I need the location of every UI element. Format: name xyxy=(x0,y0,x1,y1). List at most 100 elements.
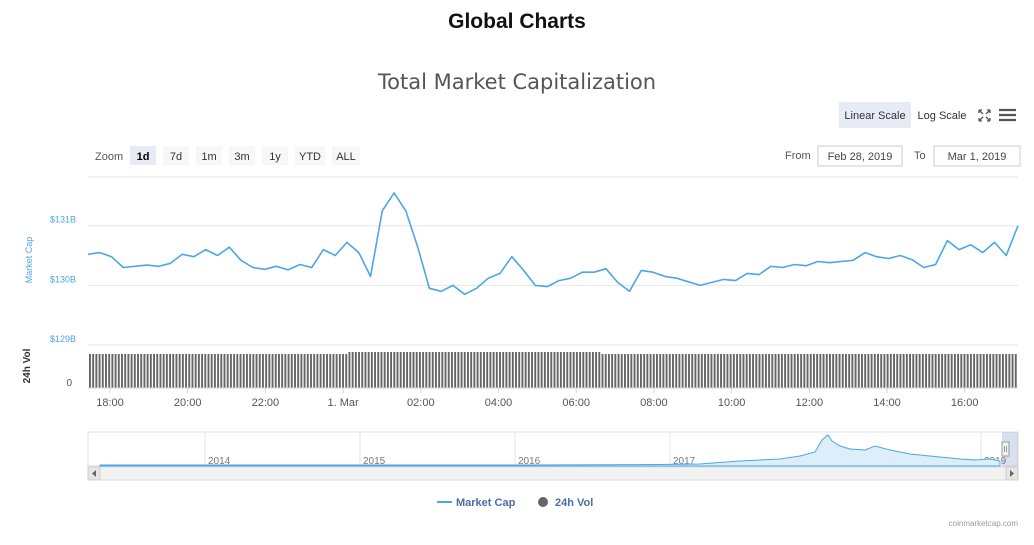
volume-bar xyxy=(902,354,905,388)
volume-bar xyxy=(915,354,918,388)
volume-bar xyxy=(723,354,726,388)
hamburger-menu-icon[interactable] xyxy=(999,108,1016,122)
volume-bar xyxy=(838,354,841,388)
volume-bar xyxy=(736,354,739,388)
volume-bar xyxy=(499,352,501,388)
x-tick-label: 10:00 xyxy=(718,397,746,409)
volume-bar xyxy=(607,354,610,388)
fullscreen-icon[interactable] xyxy=(978,109,991,122)
volume-bar xyxy=(319,354,322,388)
volume-bar xyxy=(598,352,601,388)
zoom-button-7d[interactable]: 7d xyxy=(163,146,189,165)
volume-bar xyxy=(572,352,575,388)
volume-bar xyxy=(752,354,755,388)
volume-bar xyxy=(111,354,114,388)
volume-bar xyxy=(886,354,889,388)
arrow-right-icon xyxy=(1010,470,1014,477)
volume-bar xyxy=(790,354,793,388)
zoom-button-all[interactable]: ALL xyxy=(332,146,360,165)
volume-bar xyxy=(354,352,357,388)
legend-market-cap[interactable]: Market Cap xyxy=(437,497,516,509)
volume-bar xyxy=(896,354,899,388)
volume-bar xyxy=(217,354,220,388)
volume-bar xyxy=(92,354,95,388)
navigator[interactable]: 201420152016201720182019 xyxy=(87,431,1019,467)
volume-bar xyxy=(796,354,799,388)
volume-bar xyxy=(688,354,690,388)
volume-bar xyxy=(98,354,101,388)
volume-bar xyxy=(105,354,107,388)
volume-bar xyxy=(793,354,796,388)
zoom-button-ytd[interactable]: YTD xyxy=(295,146,325,165)
volume-bar xyxy=(893,354,895,388)
navigator-selection[interactable] xyxy=(1002,432,1018,466)
volume-bar xyxy=(422,352,425,388)
volume-bar xyxy=(531,352,533,388)
legend-24h-vol[interactable]: 24h Vol xyxy=(538,497,593,509)
volume-bar xyxy=(691,354,694,388)
volume-bar xyxy=(329,354,332,388)
navigator-scrollbar[interactable] xyxy=(87,466,1019,481)
log-scale-button[interactable]: Log Scale xyxy=(913,102,971,128)
volume-bar xyxy=(966,354,969,388)
zoom-button-1m[interactable]: 1m xyxy=(196,146,222,165)
volume-bar xyxy=(351,352,354,388)
zoom-button-3m[interactable]: 3m xyxy=(229,146,255,165)
volume-bar xyxy=(925,354,928,388)
volume-bar xyxy=(1011,354,1014,388)
to-date-value: Mar 1, 2019 xyxy=(948,151,1007,163)
volume-bar xyxy=(121,354,123,388)
volume-bar xyxy=(716,354,719,388)
to-label: To xyxy=(914,150,926,162)
zoom-button-1y[interactable]: 1y xyxy=(262,146,288,165)
volume-bar xyxy=(467,352,469,388)
volume-axis-label: 24h Vol xyxy=(22,348,33,383)
volume-bar xyxy=(290,354,293,388)
volume-bar xyxy=(460,352,463,388)
navigator-handle[interactable] xyxy=(1001,441,1010,457)
volume-bar xyxy=(764,354,767,388)
volume-bar xyxy=(1001,354,1004,388)
navigator-series-area xyxy=(99,434,1001,467)
volume-bar xyxy=(380,352,383,388)
volume-bar xyxy=(524,352,527,388)
volume-bar xyxy=(947,354,950,388)
volume-bar xyxy=(659,354,662,388)
from-label: From xyxy=(785,150,811,162)
volume-bar xyxy=(332,354,335,388)
volume-bar xyxy=(412,352,415,388)
volume-bar xyxy=(505,352,508,388)
volume-bar xyxy=(261,354,264,388)
volume-bar xyxy=(495,352,498,388)
to-date-input[interactable]: Mar 1, 2019 xyxy=(933,145,1021,167)
volume-bar xyxy=(492,352,495,388)
volume-bar xyxy=(444,352,447,388)
zoom-button-label: YTD xyxy=(299,151,321,163)
zoom-button-1d[interactable]: 1d xyxy=(130,146,156,165)
volume-bar xyxy=(604,354,607,388)
volume-bar xyxy=(268,354,271,388)
volume-bar xyxy=(649,354,652,388)
volume-bar xyxy=(995,354,998,388)
market-cap-series-line xyxy=(87,192,1019,296)
volume-bar xyxy=(591,352,594,388)
zoom-button-label: 3m xyxy=(234,151,249,163)
linear-scale-button[interactable]: Linear Scale xyxy=(839,102,911,128)
volume-bar xyxy=(684,354,687,388)
volume-bar xyxy=(905,354,908,388)
volume-bar xyxy=(137,354,139,388)
volume-bar xyxy=(316,354,319,388)
volume-bar xyxy=(338,354,341,388)
credit-link[interactable]: coinmarketcap.com xyxy=(949,519,1019,528)
volume-bar xyxy=(239,354,242,388)
volume-bar xyxy=(672,354,674,388)
volume-bar xyxy=(306,354,309,388)
volume-bar xyxy=(114,354,117,388)
volume-bar xyxy=(406,352,409,388)
from-date-input[interactable]: Feb 28, 2019 xyxy=(817,145,903,167)
volume-bar xyxy=(758,354,761,388)
volume-bar xyxy=(873,354,876,388)
volume-bar xyxy=(707,354,710,388)
volume-bar xyxy=(489,352,492,388)
